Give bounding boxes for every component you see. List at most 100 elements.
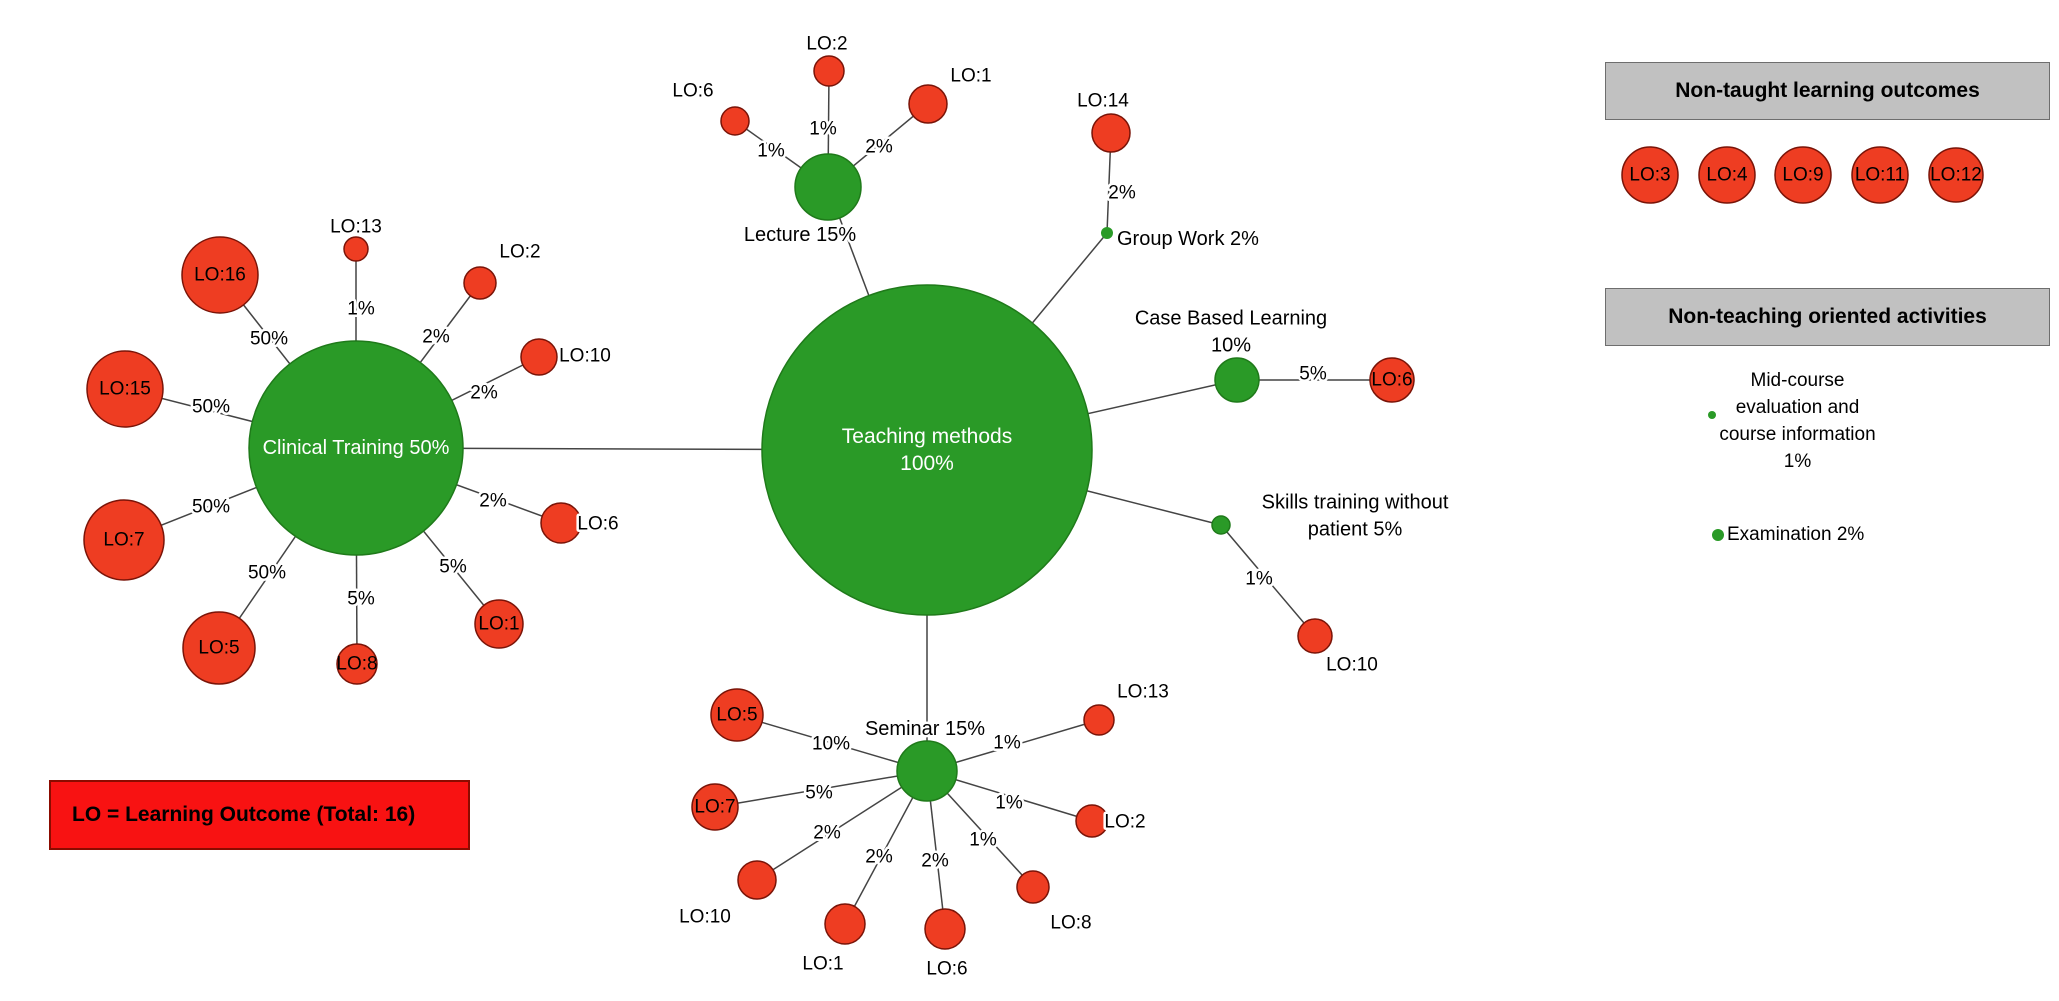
edge-label-skills-lo10_skills: 1% (1245, 569, 1273, 590)
node-lo6_sem-circle (924, 908, 966, 950)
edge-label-seminar-lo2_sem: 1% (995, 793, 1023, 814)
edge-label-clinical-lo10_clin: 2% (470, 383, 498, 404)
node-skills-circle (1211, 515, 1231, 535)
midcourse-line-3: course information (1719, 424, 1876, 445)
node-lo5_sem-circle (710, 688, 764, 742)
node-label-lo6_cbl: LO:6 (1371, 370, 1412, 391)
node-lo8_clin-circle (336, 643, 378, 685)
node-lo15-circle (86, 350, 164, 428)
non-taught-outcomes-header: Non-taught learning outcomes (1605, 62, 2050, 120)
node-lecture-circle (794, 153, 862, 221)
node-label-lo1_sem: LO:1 (802, 954, 843, 975)
edge-label-clinical-lo8_clin: 5% (347, 589, 375, 610)
node-lo10_clin-circle (520, 338, 558, 376)
node-label-teaching: Teaching methods (842, 425, 1012, 448)
legend-box: LO = Learning Outcome (Total: 16) (49, 780, 470, 850)
node-lo6_clin-circle (540, 502, 582, 544)
node-label-skills: Skills training without (1262, 492, 1449, 514)
edge-label-clinical-lo6_clin: 2% (479, 491, 507, 512)
node-seminar-circle (896, 740, 958, 802)
edge-label-clinical-lo15: 50% (192, 397, 230, 418)
edge-label-cbl-lo6_cbl: 5% (1299, 364, 1327, 385)
edge-seminar-lo7_sem (714, 770, 928, 808)
edge-label-lecture-lo6_lecture: 1% (757, 141, 785, 162)
edge-label-seminar-lo13_sem: 1% (993, 733, 1021, 754)
node-label-lo4_panel: LO:4 (1706, 165, 1748, 186)
node-label-lo13_sem: LO:13 (1117, 682, 1169, 703)
node-label-lo2_lecture: LO:2 (806, 34, 847, 55)
midcourse-line-1: Mid-course (1750, 370, 1845, 391)
edge-label-clinical-lo7_clin: 50% (192, 497, 230, 518)
node-lo16-circle (181, 236, 259, 314)
node-lo9_panel-circle (1774, 146, 1832, 204)
node-label-lo1_lecture: LO:1 (950, 66, 991, 87)
edge-label-seminar-lo5_sem: 10% (812, 734, 850, 755)
node-lo10_sem-circle (737, 860, 777, 900)
node-lo7_sem-circle (691, 783, 739, 831)
midcourse-line-2: evaluation and (1735, 397, 1860, 418)
node-label-clinical: Clinical Training 50% (263, 437, 450, 459)
node-label-lo14: LO:14 (1077, 91, 1129, 112)
node-lo3_panel-circle (1621, 146, 1679, 204)
node-lo8_sem-circle (1016, 870, 1050, 904)
node-teaching-circle (761, 284, 1093, 616)
node-label-lo5_clin: LO:5 (198, 638, 239, 659)
node-clinical-circle (248, 340, 464, 556)
edge-label-seminar-lo8_sem: 1% (969, 830, 997, 851)
edge-label-clinical-lo5_clin: 50% (248, 563, 286, 584)
node-groupwork-circle (1101, 227, 1113, 239)
node-lo13_sem-circle (1083, 704, 1115, 736)
node-label-cbl: 10% (1211, 335, 1251, 357)
node-label-lo3_panel: LO:3 (1629, 165, 1670, 186)
node-lo12_panel-circle (1928, 147, 1984, 203)
node-lo2_sem-circle (1075, 804, 1109, 838)
node-lo1_clin-circle (474, 599, 524, 649)
node-label-lo6_clin: LO:6 (577, 514, 618, 535)
node-lo4_panel-circle (1698, 146, 1756, 204)
node-label-lo10_skills: LO:10 (1326, 655, 1378, 676)
edge-label-clinical-lo13_clin: 1% (347, 299, 375, 320)
node-label-seminar: Seminar 15% (865, 718, 985, 740)
midcourse-evaluation-label: Mid-course evaluation and course informa… (1700, 367, 1895, 475)
node-label-lo5_sem: LO:5 (716, 705, 757, 726)
node-lo14-circle (1091, 113, 1131, 153)
node-label-lo1_clin: LO:1 (478, 614, 519, 635)
node-label-lo6_sem: LO:6 (926, 959, 967, 980)
non-teaching-activities-header: Non-teaching oriented activities (1605, 288, 2050, 346)
node-lo10_skills-circle (1297, 618, 1333, 654)
node-label-lo12_panel: LO:12 (1930, 165, 1982, 186)
midcourse-line-4: 1% (1783, 451, 1812, 472)
node-lo2_clin-circle (463, 266, 497, 300)
edge-label-seminar-lo1_sem: 2% (865, 847, 893, 868)
node-exam_dot-circle (1712, 529, 1724, 541)
node-label-lo2_clin: LO:2 (499, 242, 540, 263)
examination-label: Examination 2% (1727, 524, 1865, 545)
node-cbl-circle (1214, 357, 1260, 403)
edge-label-lecture-lo2_lecture: 1% (809, 119, 837, 140)
node-lo13_clin-circle (343, 236, 369, 262)
node-lo6_cbl-circle (1369, 357, 1415, 403)
node-label-lo7_clin: LO:7 (103, 530, 144, 551)
edge-skills-lo10_skills (1220, 524, 1316, 637)
edge-label-lecture-lo1_lecture: 2% (865, 137, 893, 158)
node-lo11_panel-circle (1851, 146, 1909, 204)
edge-label-seminar-lo7_sem: 5% (805, 783, 833, 804)
edge-label-clinical-lo1_clin: 5% (439, 557, 467, 578)
edge-seminar-lo10_sem (756, 770, 928, 881)
edge-seminar-lo5_sem (736, 714, 928, 772)
node-label-lo8_sem: LO:8 (1050, 913, 1091, 934)
node-lo1_lecture-circle (908, 84, 948, 124)
node-label-lo10_clin: LO:10 (559, 346, 611, 367)
edge-label-seminar-lo6_sem: 2% (921, 851, 949, 872)
node-label-lo10_sem: LO:10 (679, 907, 731, 928)
node-lo1_sem-circle (824, 903, 866, 945)
node-label-skills: patient 5% (1308, 519, 1403, 541)
node-label-teaching: 100% (900, 452, 954, 475)
node-label-lo8_clin: LO:8 (336, 654, 377, 675)
node-label-lo13_clin: LO:13 (330, 217, 382, 238)
node-lo7_clin-circle (83, 499, 165, 581)
node-lo5_clin-circle (182, 611, 256, 685)
node-label-lecture: Lecture 15% (744, 224, 857, 246)
